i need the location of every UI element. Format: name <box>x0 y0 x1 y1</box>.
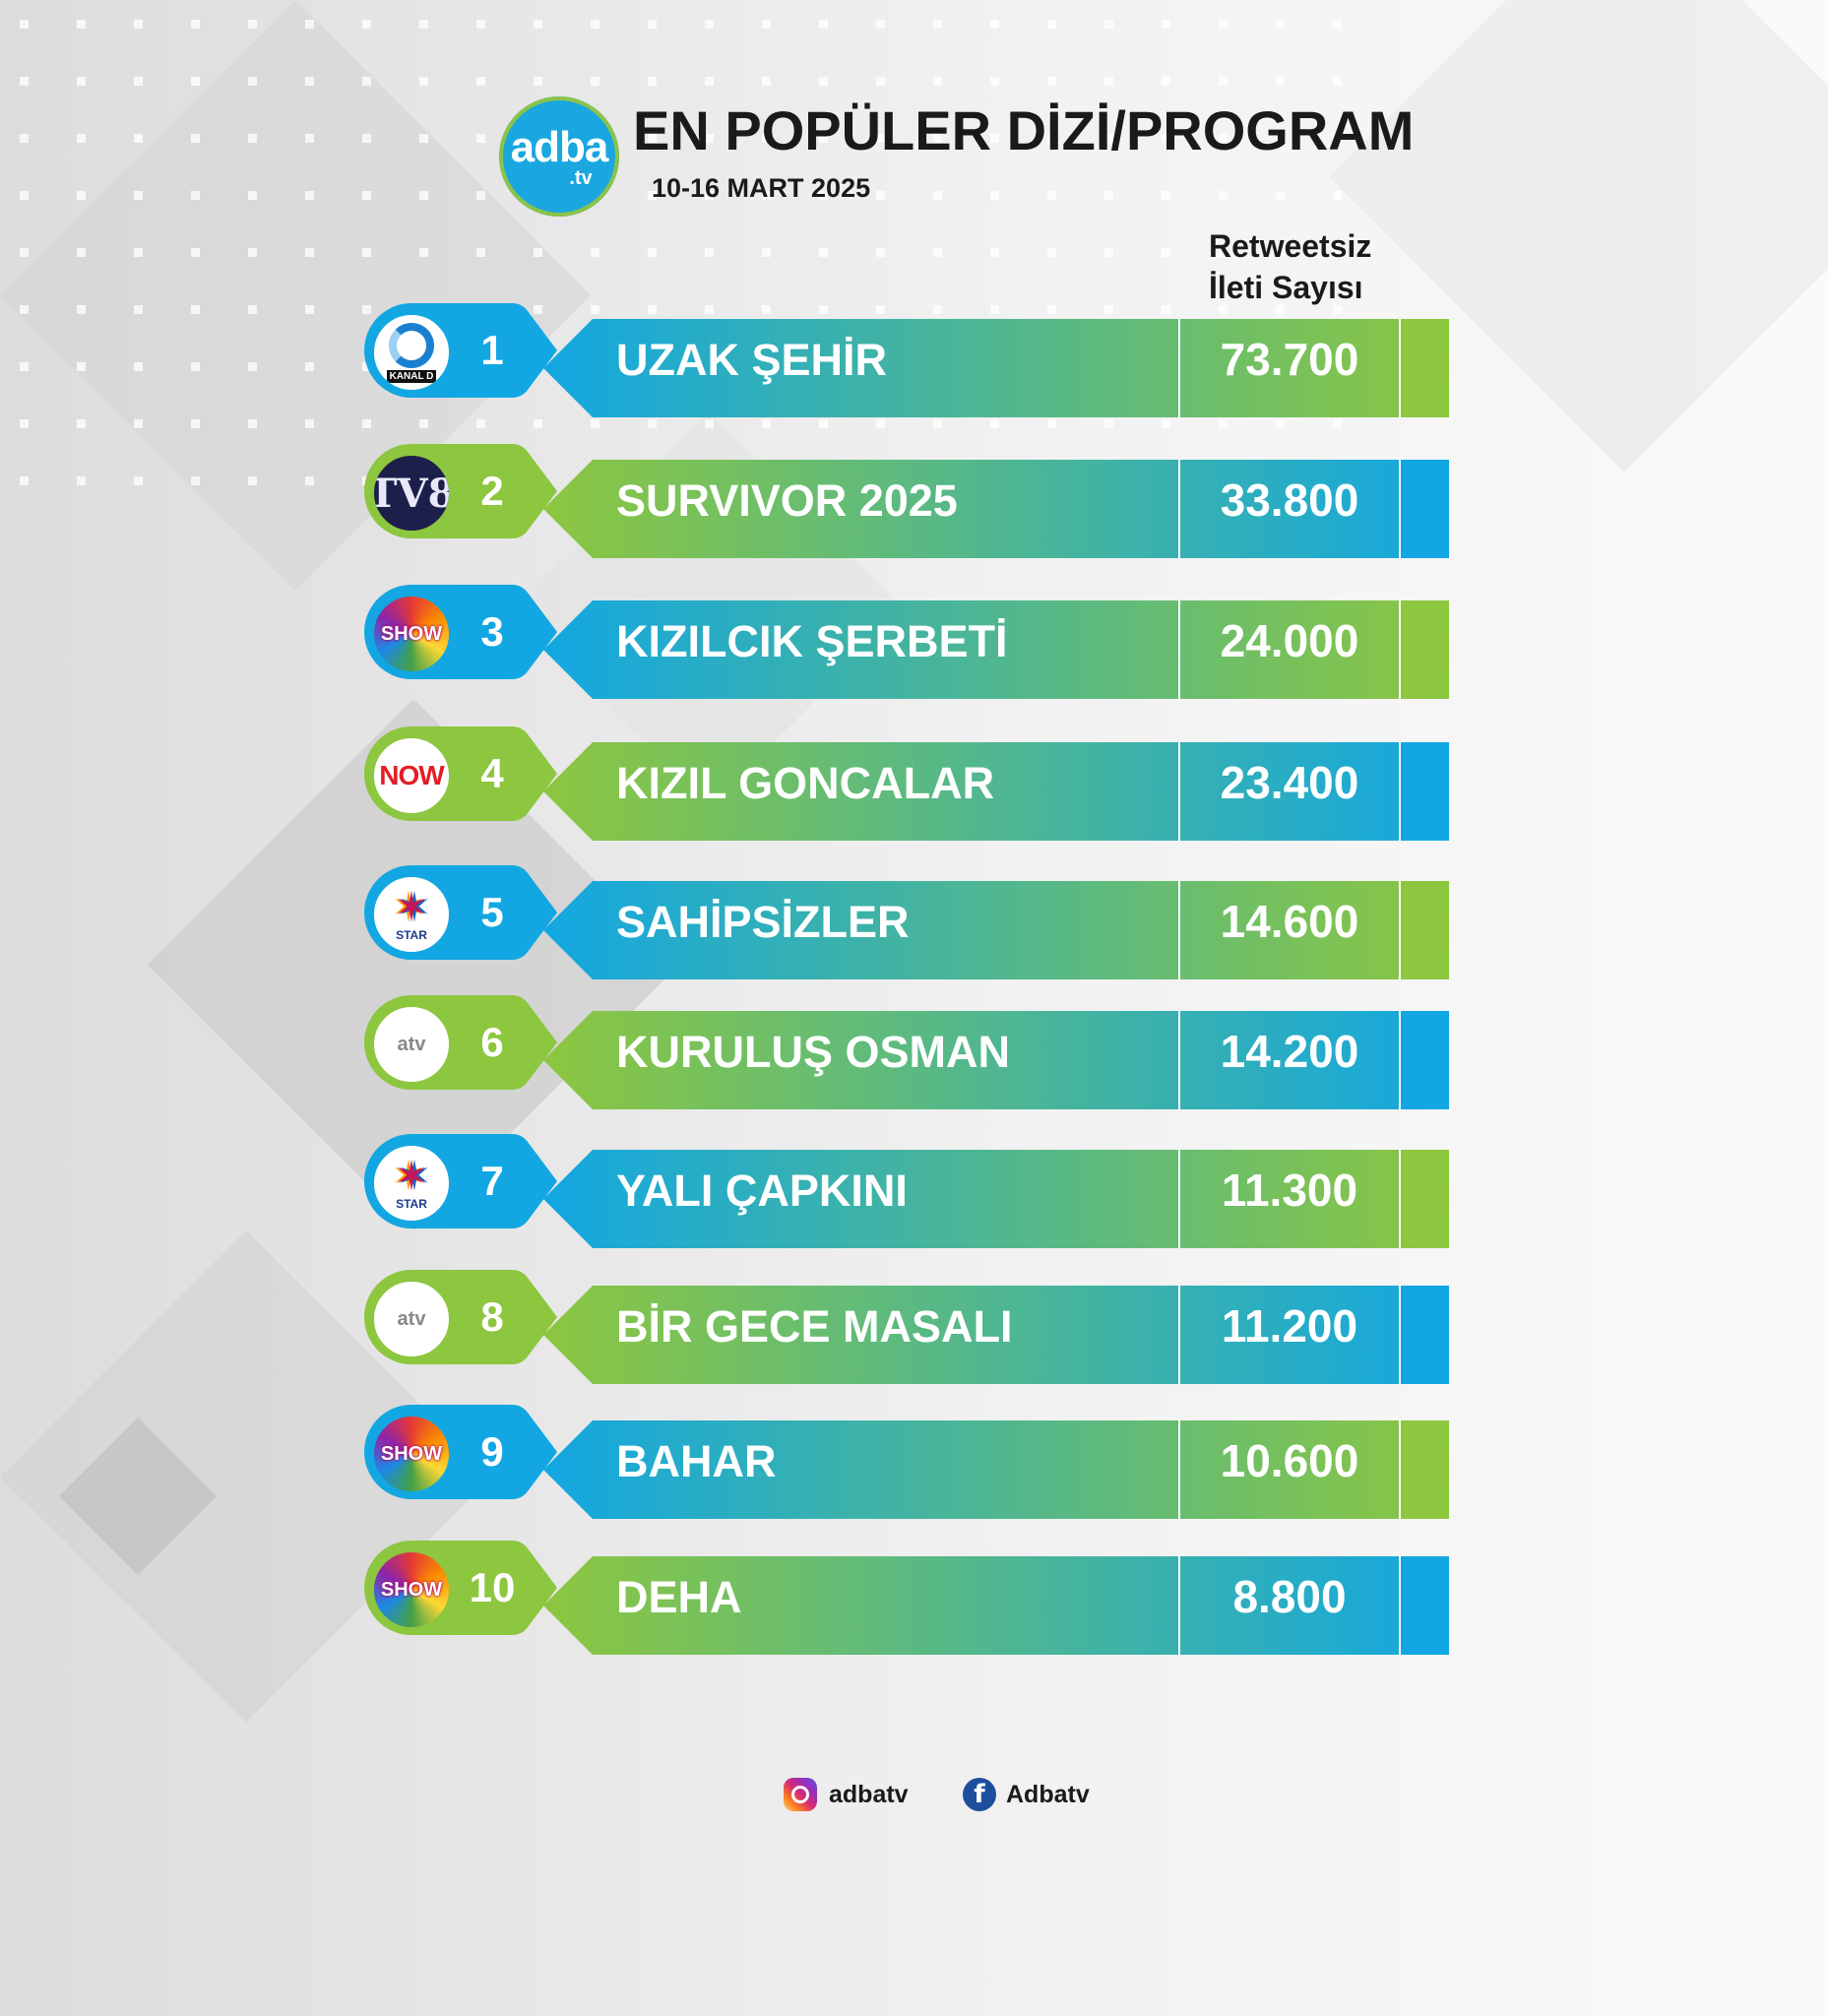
adba-tv-logo: adba .tv <box>499 96 619 217</box>
star-tv-logo: ✶ STAR <box>368 1140 455 1227</box>
tv8-logo: TV8 <box>368 450 455 536</box>
post-count: 14.600 <box>1220 896 1359 947</box>
atv-logo: atv <box>368 1001 455 1088</box>
ranking-row: NOW 4 KIZIL GONCALAR 23.400 <box>364 723 1486 841</box>
logo-main-text: adba <box>510 123 609 171</box>
rank-number: 8 <box>480 1293 504 1340</box>
ranking-row: SHOW 9 BAHAR 10.600 <box>364 1401 1486 1519</box>
kanal-d-logo: KANAL D <box>368 309 455 396</box>
star-tv-logo: ✶ STAR <box>368 871 455 958</box>
facebook-link[interactable]: f Adbatv <box>963 1778 1090 1811</box>
post-count: 23.400 <box>1220 757 1359 808</box>
program-name: YALI ÇAPKINI <box>616 1166 908 1216</box>
logo-sub-text: .tv <box>569 167 593 189</box>
column-header: Retweetsiz İleti Sayısı <box>1209 225 1371 308</box>
ranking-row: atv 6 KURULUŞ OSMAN 14.200 <box>364 991 1486 1109</box>
row-background <box>364 1541 1449 1655</box>
facebook-icon: f <box>963 1778 996 1811</box>
post-count: 73.700 <box>1220 334 1359 385</box>
rank-number: 5 <box>480 889 504 935</box>
show-tv-logo: SHOW <box>368 591 455 677</box>
column-header-line2: İleti Sayısı <box>1209 270 1363 305</box>
program-name: KIZIL GONCALAR <box>616 758 995 808</box>
instagram-link[interactable]: adbatv <box>784 1778 909 1811</box>
ranking-row: KANAL D 1 UZAK ŞEHİR 73.700 <box>364 299 1486 417</box>
ranking-row: SHOW 3 KIZILCIK ŞERBETİ 24.000 <box>364 581 1486 699</box>
rank-number: 1 <box>480 327 504 373</box>
rank-number: 4 <box>480 750 504 796</box>
rank-number: 10 <box>469 1564 516 1610</box>
program-name: BİR GECE MASALI <box>616 1301 1013 1352</box>
post-count: 10.600 <box>1220 1435 1359 1486</box>
ranking-row: ✶ STAR 5 SAHİPSİZLER 14.600 <box>364 861 1486 979</box>
show-tv-logo: SHOW <box>368 1546 455 1633</box>
program-name: SAHİPSİZLER <box>616 897 910 947</box>
program-name: KIZILCIK ŞERBETİ <box>616 616 1008 666</box>
ranking-row: atv 8 BİR GECE MASALI 11.200 <box>364 1266 1486 1384</box>
post-count: 24.000 <box>1220 615 1359 666</box>
date-range: 10-16 MART 2025 <box>652 173 871 203</box>
post-count: 11.200 <box>1221 1300 1358 1352</box>
ranking-row: TV8 2 SURVIVOR 2025 33.800 <box>364 440 1486 558</box>
post-count: 14.200 <box>1220 1026 1359 1077</box>
atv-logo: atv <box>368 1276 455 1362</box>
program-name: SURVIVOR 2025 <box>616 475 958 526</box>
post-count: 11.300 <box>1221 1165 1358 1216</box>
program-name: UZAK ŞEHİR <box>616 335 888 385</box>
column-header-line1: Retweetsiz <box>1209 228 1372 264</box>
now-tv-logo: NOW <box>368 732 455 819</box>
program-name: KURULUŞ OSMAN <box>616 1027 1010 1077</box>
rank-number: 9 <box>480 1428 504 1475</box>
row-background <box>364 1405 1449 1519</box>
facebook-handle: Adbatv <box>1006 1780 1090 1808</box>
row-background <box>364 303 1449 417</box>
post-count: 8.800 <box>1232 1571 1347 1622</box>
rank-number: 7 <box>480 1158 504 1204</box>
post-count: 33.800 <box>1220 474 1359 526</box>
ranking-row: SHOW 10 DEHA 8.800 <box>364 1537 1486 1655</box>
rank-number: 6 <box>480 1019 504 1065</box>
show-tv-logo: SHOW <box>368 1411 455 1497</box>
instagram-icon <box>784 1778 817 1811</box>
rank-number: 2 <box>480 468 504 514</box>
ranking-row: ✶ STAR 7 YALI ÇAPKINI 11.300 <box>364 1130 1486 1248</box>
instagram-handle: adbatv <box>829 1780 909 1808</box>
page-title: EN POPÜLER DİZİ/PROGRAM <box>633 99 1415 161</box>
program-name: DEHA <box>616 1572 742 1622</box>
rank-number: 3 <box>480 608 504 655</box>
row-background <box>364 865 1449 979</box>
program-name: BAHAR <box>616 1436 777 1486</box>
